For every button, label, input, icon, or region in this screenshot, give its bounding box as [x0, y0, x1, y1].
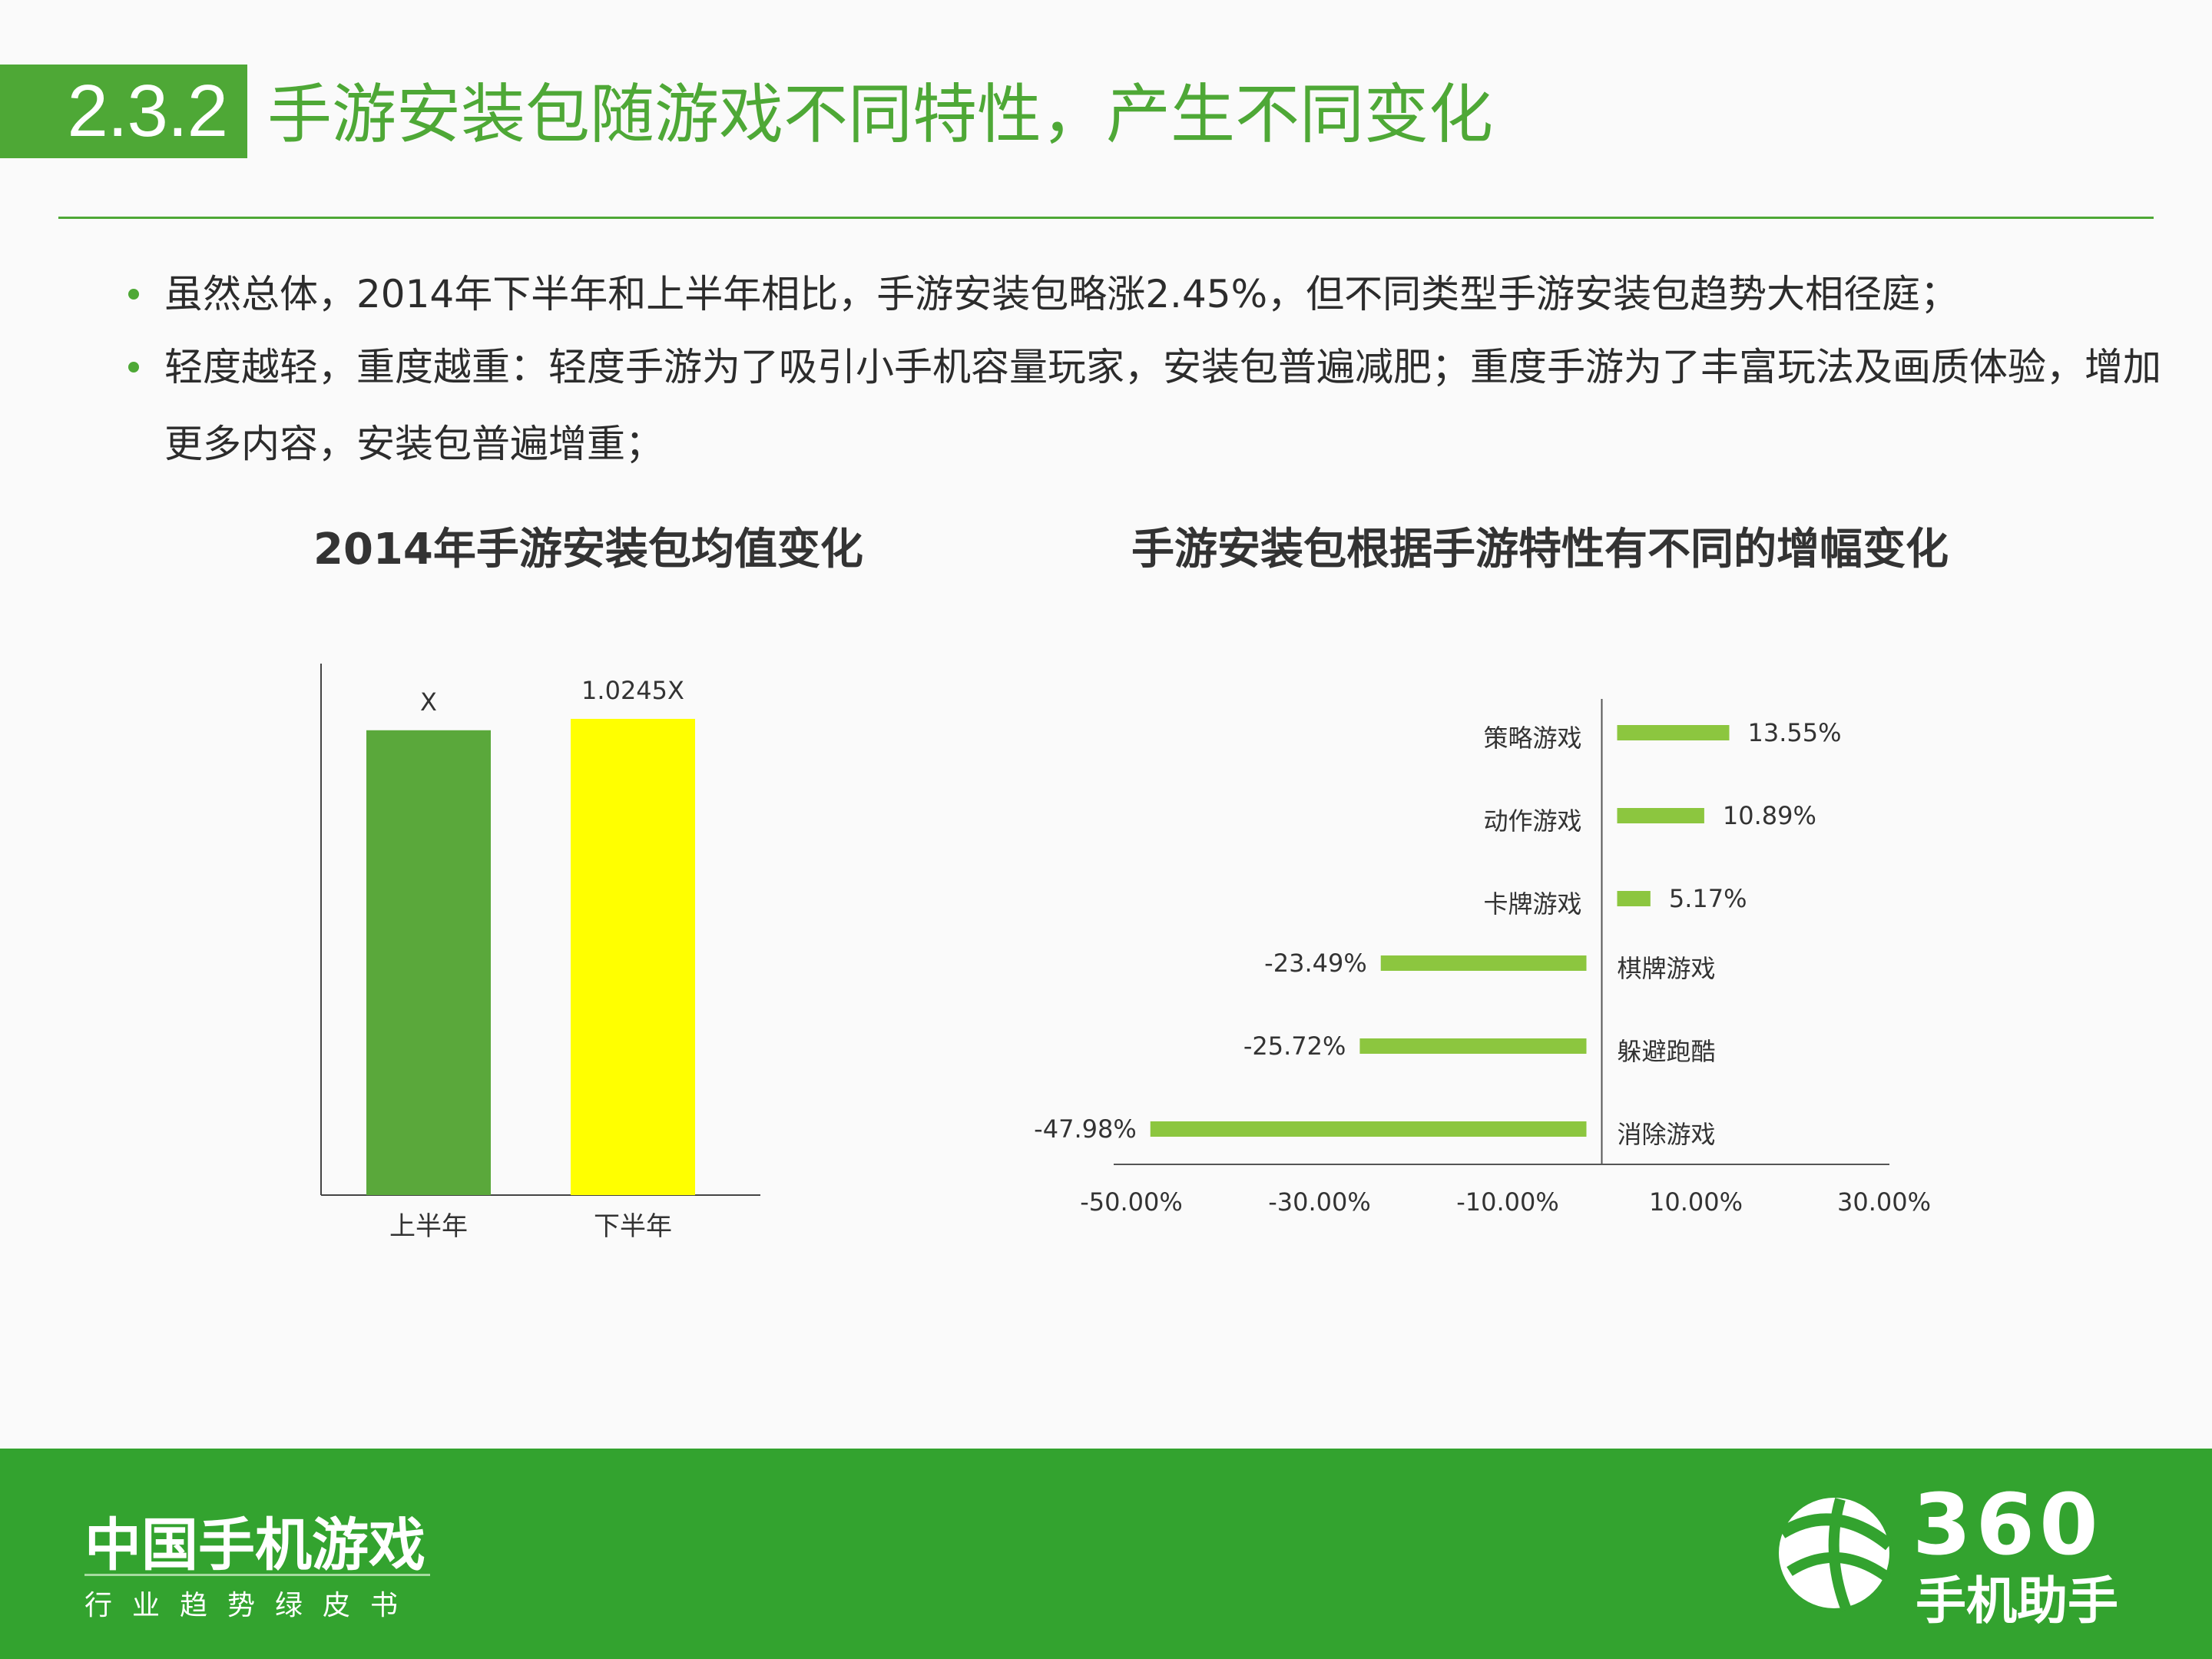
bar-data-label: 5.17% — [1669, 884, 1747, 913]
category-label: 棋牌游戏 — [1618, 954, 1716, 983]
page-title: 手游安装包随游戏不同特性，产生不同变化 — [267, 77, 1494, 152]
x-tick-label: 上半年 — [389, 1211, 468, 1242]
section-number-badge: 2.3.2 — [0, 65, 247, 158]
footer-title: 中国手机游戏 — [84, 1512, 426, 1578]
bullet-text: 轻度越轻，重度越重：轻度手游为了吸引小手机容量玩家，安装包普遍减肥；重度手游为了… — [164, 345, 2161, 466]
x-tick-label: -50.00% — [1080, 1187, 1183, 1217]
x-tick-label: 10.00% — [1649, 1187, 1743, 1217]
bar-data-label: -25.72% — [1243, 1031, 1346, 1061]
average-size-bar-chart: X 上半年 1.0245X 下半年 — [320, 664, 760, 1242]
x-tick-label: 30.00% — [1837, 1187, 1931, 1217]
bar — [1617, 808, 1704, 823]
bullet-item: 虽然总体，2014年下半年和上半年相比，手游安装包略涨2.45%，但不同类型手游… — [128, 256, 2166, 333]
bar — [1359, 1038, 1587, 1054]
bar — [1380, 955, 1587, 971]
footer-banner: 中国手机游戏 行业趋势绿皮书 360 手机助手 — [0, 1449, 2212, 1659]
bar — [1617, 725, 1730, 740]
category-label: 消除游戏 — [1618, 1120, 1716, 1149]
bar-data-label: X — [420, 687, 437, 717]
growth-bar-chart: 13.55% 策略游戏 10.89% 动作游戏 5.17% 卡牌游戏 -23.49% 棋牌游戏… — [1034, 699, 1931, 1217]
bar — [1617, 891, 1651, 906]
x-tick-label: -30.00% — [1268, 1187, 1371, 1217]
bar — [571, 718, 695, 1195]
360-logo-icon — [1778, 1498, 1894, 1612]
logo-name: 手机助手 — [1916, 1571, 2118, 1631]
bar-data-label: -23.49% — [1264, 949, 1367, 978]
bullet-dot-icon — [128, 362, 139, 373]
x-tick-label: 下半年 — [594, 1211, 672, 1242]
x-tick-label: -10.00% — [1456, 1187, 1559, 1217]
footer-divider — [84, 1574, 430, 1576]
chart-title-average: 2014年手游安装包均值变化 — [313, 525, 863, 575]
bullet-item: 轻度越轻，重度越重：轻度手游为了吸引小手机容量玩家，安装包普遍减肥；重度手游为了… — [128, 329, 2166, 482]
bar — [366, 730, 491, 1195]
bullet-dot-icon — [128, 289, 139, 300]
logo-number: 360 — [1912, 1475, 2103, 1574]
bar-data-label: 13.55% — [1747, 718, 1841, 747]
category-label: 躲避跑酷 — [1618, 1037, 1716, 1066]
title-divider — [58, 217, 2154, 219]
bar-data-label: -47.98% — [1034, 1114, 1137, 1144]
bar-data-label: 10.89% — [1723, 801, 1816, 830]
bar-data-label: 1.0245X — [581, 676, 684, 705]
bar — [1150, 1121, 1587, 1137]
chart-title-growth: 手游安装包根据手游特性有不同的增幅变化 — [1131, 525, 1949, 575]
category-label: 动作游戏 — [1483, 806, 1581, 836]
footer-subtitle: 行业趋势绿皮书 — [84, 1590, 419, 1621]
category-label: 策略游戏 — [1483, 724, 1581, 753]
bullet-text: 虽然总体，2014年下半年和上半年相比，手游安装包略涨2.45%，但不同类型手游… — [164, 272, 1959, 316]
category-label: 卡牌游戏 — [1483, 889, 1581, 919]
